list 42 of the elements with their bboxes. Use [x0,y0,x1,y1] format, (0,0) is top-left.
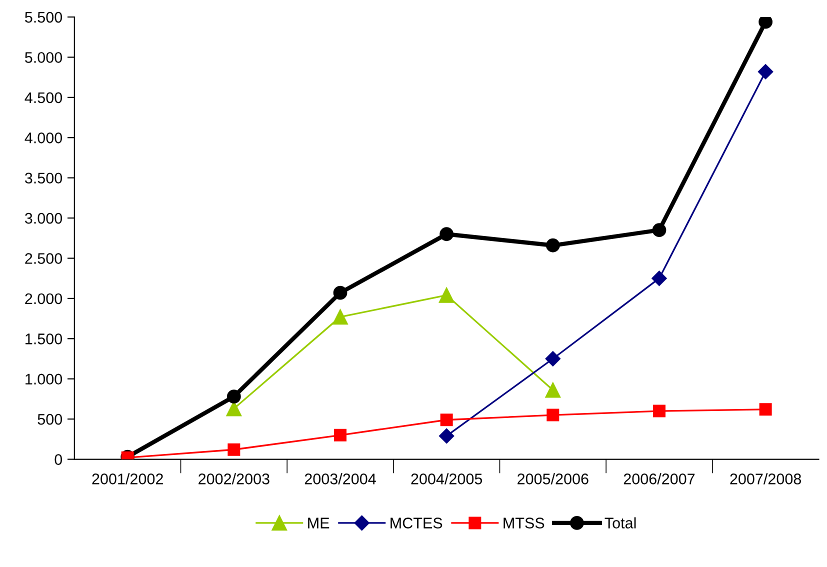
point [652,270,667,286]
y-tick-label: 4.500 [24,92,62,104]
x-tick-label: 2002/2003 [198,473,270,484]
point [440,227,454,242]
x-tick-label: 2006/2007 [624,473,695,484]
legend-label: MCTES [390,518,442,528]
y-tick-label: 4.000 [24,132,62,144]
point [652,223,666,238]
point [758,64,774,80]
point [438,288,454,303]
legend-label: Total [604,517,636,528]
point [545,382,561,398]
x-tick-label: 2001/2002 [92,473,163,484]
x-tick-label: 2003/2004 [304,473,376,484]
y-tick-label: 0 [54,454,62,465]
y-tick-label: 1.500 [26,334,62,344]
x-tick-label: 2005/2006 [518,473,588,484]
y-tick-label: 5.500 [25,12,62,23]
y-tick-label: 3.000 [24,212,62,224]
point [228,443,240,456]
y-tick-label: 500 [38,414,62,425]
y-tick-label: 2.500 [25,253,62,264]
point [334,428,346,442]
y-tick-label: 2.000 [25,293,62,304]
legend-label: ME [308,518,330,528]
x-tick-label: 2004/2005 [411,473,482,484]
point [333,286,348,300]
point [546,408,560,422]
point [439,428,454,444]
legend-label: MTSS [504,518,544,528]
point [758,17,773,29]
point [332,309,348,325]
point [440,414,453,426]
point [226,390,241,404]
point [545,351,560,366]
x-tick-label: 2007/2008 [730,473,802,484]
y-tick-label: 5.000 [25,52,62,63]
y-tick-label: 3.500 [24,172,62,184]
y-tick-label: 1.000 [26,374,62,385]
point [546,238,560,252]
point [759,403,772,416]
point [652,404,666,418]
